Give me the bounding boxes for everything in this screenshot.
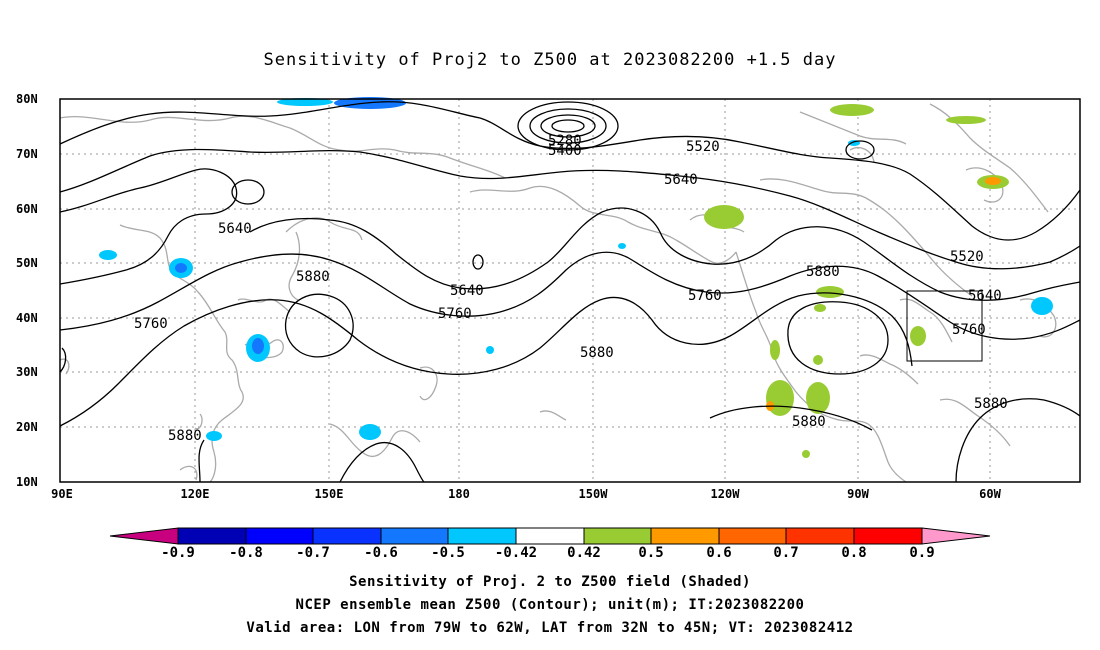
contour-label: 5880: [974, 396, 1008, 412]
colorbar-label: 0.8: [841, 545, 867, 561]
lon-label: 150W: [578, 487, 608, 501]
colorbar-label: 0.5: [638, 545, 664, 561]
lon-label: 120W: [710, 487, 740, 501]
colorbar-label: 0.7: [773, 545, 799, 561]
contours: [59, 101, 1081, 483]
caption-line: Sensitivity of Proj. 2 to Z500 field (Sh…: [349, 574, 751, 590]
lon-label: 180: [448, 487, 470, 501]
contour-label: 5880: [168, 428, 202, 444]
colorbar-label: 0.42: [567, 545, 601, 561]
lat-label: 10N: [16, 475, 38, 489]
colorbar-segment: [245, 527, 314, 545]
valid-area-box: [906, 290, 983, 362]
colorbar-segment: [515, 527, 585, 545]
caption-line: Valid area: LON from 79W to 62W, LAT fro…: [246, 620, 854, 636]
lon-label: 150E: [314, 487, 344, 501]
lat-label: 50N: [16, 256, 38, 270]
shaded-regions: [99, 97, 1053, 458]
contour-label: 5400: [548, 143, 582, 159]
contour-label: 5640: [218, 221, 252, 237]
colorbar-segment: [785, 527, 855, 545]
contour-label: 5880: [296, 269, 330, 285]
colorbar-segment: [853, 527, 923, 545]
map-title: Sensitivity of Proj2 to Z500 at 20230822…: [263, 50, 837, 70]
contour-label: 5640: [968, 288, 1002, 304]
contour-label: 5760: [134, 316, 168, 332]
contour-label: 5520: [686, 139, 720, 155]
gridlines: [60, 99, 1080, 482]
lon-label: 90W: [847, 487, 869, 501]
colorbar-segment: [177, 527, 247, 545]
contour-label: 5640: [664, 172, 698, 188]
lat-label: 30N: [16, 365, 38, 379]
colorbar-label: -0.8: [229, 545, 263, 561]
colorbar-segment: [312, 527, 382, 545]
lat-label: 70N: [16, 147, 38, 161]
contour-label-group: 5280 5400 5520 5640 5640 5760 5880 5640 …: [134, 133, 1008, 444]
contour-label: 5760: [952, 322, 986, 338]
colorbar-label: -0.9: [161, 545, 195, 561]
lat-label: 40N: [16, 311, 38, 325]
colorbar-segment: [718, 527, 787, 545]
lon-label: 60W: [979, 487, 1001, 501]
lon-label: 90E: [51, 487, 73, 501]
contour-label: 5880: [806, 264, 840, 280]
colorbar: [109, 527, 991, 545]
contour-label: 5520: [950, 249, 984, 265]
lat-label: 60N: [16, 202, 38, 216]
contour-label: 5640: [450, 283, 484, 299]
caption-line: NCEP ensemble mean Z500 (Contour); unit(…: [295, 597, 805, 613]
colorbar-segment: [583, 527, 652, 545]
colorbar-label: -0.6: [364, 545, 398, 561]
contour-label: 5280: [548, 133, 582, 149]
lat-label: 80N: [16, 92, 38, 106]
contour-label: 5880: [580, 345, 614, 361]
colorbar-segment: [650, 527, 720, 545]
lat-label: 20N: [16, 420, 38, 434]
colorbar-segment: [921, 527, 991, 545]
colorbar-segment: [380, 527, 449, 545]
colorbar-label: -0.7: [296, 545, 330, 561]
contour-label: 5880: [792, 414, 826, 430]
colorbar-label: 0.6: [706, 545, 732, 561]
colorbar-segment: [447, 527, 517, 545]
colorbar-label: 0.9: [909, 545, 935, 561]
lon-label: 120E: [180, 487, 210, 501]
colorbar-label: -0.42: [494, 545, 538, 561]
plot-frame: [59, 98, 1081, 483]
colorbar-segment: [109, 527, 179, 545]
contour-label: 5760: [438, 306, 472, 322]
colorbar-label: -0.5: [431, 545, 465, 561]
contour-label: 5760: [688, 288, 722, 304]
